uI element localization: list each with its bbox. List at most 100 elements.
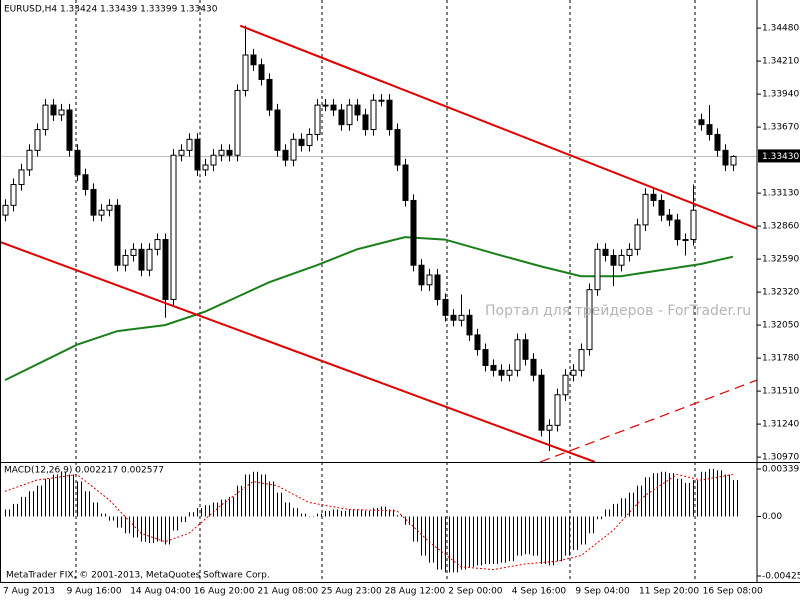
candle-body: [322, 104, 329, 107]
x-tick-label: 7 Aug 2013: [3, 587, 55, 597]
candle-body: [666, 214, 673, 221]
candle-body: [482, 349, 489, 366]
candle-body: [394, 129, 401, 166]
candle-body: [578, 349, 585, 371]
candle-body: [34, 129, 41, 151]
candle-body: [426, 274, 433, 286]
candle-body: [546, 424, 553, 431]
y-tick-label: 1.30970: [762, 453, 799, 463]
candle-body: [730, 155, 737, 166]
candle-body: [66, 109, 73, 151]
candle-body: [98, 209, 105, 216]
candle-body: [242, 54, 249, 91]
candle-body: [410, 199, 417, 266]
candle-body: [674, 219, 681, 241]
candle-body: [18, 169, 25, 186]
x-tick-label: 25 Aug 23:00: [321, 587, 382, 597]
candle-body: [506, 369, 513, 376]
candle-body: [122, 254, 129, 266]
x-tick-label: 2 Sep 00:00: [448, 587, 503, 597]
candle-body: [498, 369, 505, 376]
candle-body: [458, 314, 465, 321]
y-tick-label: 1.32860: [762, 222, 799, 232]
y2-tick-label: -0.004255: [762, 571, 800, 581]
candle-body: [466, 314, 473, 336]
x-tick-label: 16 Sep 08:00: [703, 587, 763, 597]
candle-body: [346, 104, 353, 126]
candle-body: [362, 114, 369, 131]
y-tick-label: 1.34210: [762, 57, 799, 67]
candle-body: [26, 149, 33, 171]
trendline: [0, 241, 596, 462]
y-tick-label: 1.32590: [762, 255, 799, 265]
macd-signal: [4, 473, 734, 571]
y-tick-label: 1.32050: [762, 321, 799, 331]
candle-body: [90, 188, 97, 216]
candle-body: [378, 99, 385, 102]
candle-body: [354, 104, 361, 116]
candle-body: [586, 289, 593, 351]
candle-body: [298, 138, 305, 146]
candle-body: [282, 149, 289, 161]
candle-body: [306, 133, 313, 146]
candle-body: [338, 109, 345, 126]
candle-body: [202, 164, 209, 171]
candle-body: [434, 274, 441, 300]
candle-body: [570, 369, 577, 376]
candle-body: [226, 149, 233, 156]
trendline: [239, 24, 757, 230]
candle-body: [690, 209, 697, 241]
candle-body: [178, 149, 185, 156]
candle-body: [610, 254, 617, 266]
watermark: Портал для трейдеров - ForTrader.ru: [485, 303, 751, 319]
candle-body: [274, 109, 281, 151]
candle-body: [554, 394, 561, 426]
candle-body: [330, 104, 337, 111]
candle-body: [138, 248, 145, 271]
candle-body: [186, 138, 193, 151]
candle-body: [74, 149, 81, 176]
current-price-box: [758, 149, 800, 163]
candle-body: [154, 239, 161, 250]
candle-body: [130, 248, 137, 256]
y-tick-label: 1.32320: [762, 288, 799, 298]
candle-body: [58, 109, 65, 116]
candle-body: [258, 64, 265, 80]
candle-body: [722, 149, 729, 166]
trendline: [539, 379, 757, 462]
macd-panel: [4, 468, 738, 573]
candle-body: [698, 119, 705, 126]
candle-body: [490, 364, 497, 371]
candle-body: [370, 99, 377, 131]
candle-body: [418, 264, 425, 286]
y-tick-label: 1.34480: [762, 24, 799, 34]
candle-body: [314, 104, 321, 135]
candle-body: [402, 164, 409, 201]
y-tick-label: 1.31240: [762, 420, 799, 430]
candle-body: [218, 149, 225, 156]
candle-body: [522, 339, 529, 360]
candle-body: [618, 254, 625, 266]
chart-title: EURUSD,H4 1.33424 1.33439 1.33399 1.3343…: [4, 5, 218, 15]
candle-body: [706, 124, 713, 135]
candle-body: [234, 89, 241, 156]
y-tick-label: 1.31780: [762, 354, 799, 364]
candle-body: [562, 374, 569, 396]
candle-body: [42, 104, 49, 131]
candle-body: [386, 99, 393, 131]
x-tick-label: 11 Sep 20:00: [639, 587, 699, 597]
candle-body: [682, 239, 689, 242]
candle-body: [538, 374, 545, 431]
candle-body: [290, 138, 297, 161]
candle-body: [594, 248, 601, 291]
candle-body: [714, 133, 721, 151]
candle-body: [106, 204, 113, 211]
candle-body: [82, 174, 89, 190]
candle-body: [642, 193, 649, 226]
candle-body: [2, 204, 9, 216]
candle-body: [50, 104, 57, 116]
x-tick-label: 16 Aug 20:00: [194, 587, 255, 597]
